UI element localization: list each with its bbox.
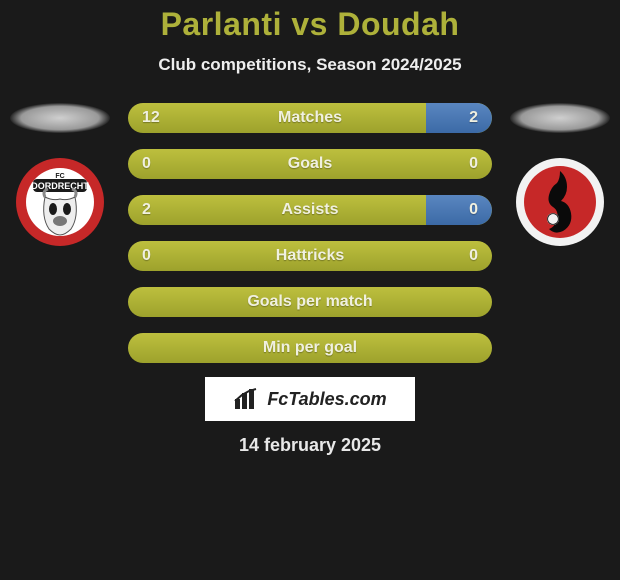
stats-bars-column: 12 Matches 2 0 Goals 0 2 Assists 0 0 Hat… xyxy=(120,103,500,363)
dordrecht-logo-icon: DORDRECHT FC xyxy=(15,157,105,247)
stat-value-right: 0 xyxy=(469,247,478,265)
bars-logo-icon xyxy=(233,387,261,411)
stat-bar-goals: 0 Goals 0 xyxy=(128,149,492,179)
stat-value-left: 0 xyxy=(142,247,151,265)
stat-bar-right-fill xyxy=(426,103,492,133)
left-side-column: DORDRECHT FC xyxy=(0,103,120,247)
player-shadow-right xyxy=(510,103,610,133)
main-row: DORDRECHT FC 12 Matches 2 0 xyxy=(0,103,620,363)
stat-label: Goals per match xyxy=(247,293,372,311)
club-logo-right xyxy=(515,157,605,247)
right-side-column xyxy=(500,103,620,247)
stat-bar-min-per-goal: Min per goal xyxy=(128,333,492,363)
stat-label: Goals xyxy=(288,155,332,173)
page-subtitle: Club competitions, Season 2024/2025 xyxy=(158,55,461,75)
stat-value-left: 0 xyxy=(142,155,151,173)
stat-bar-goals-per-match: Goals per match xyxy=(128,287,492,317)
svg-text:DORDRECHT: DORDRECHT xyxy=(31,181,89,191)
stat-value-right: 2 xyxy=(469,109,478,127)
root-container: Parlanti vs Doudah Club competitions, Se… xyxy=(0,0,620,580)
stat-value-left: 2 xyxy=(142,201,151,219)
fctables-badge[interactable]: FcTables.com xyxy=(205,377,415,421)
stat-value-right: 0 xyxy=(469,155,478,173)
stat-label: Min per goal xyxy=(263,339,357,357)
svg-text:FC: FC xyxy=(55,173,64,180)
excelsior-logo-icon xyxy=(515,157,605,247)
stat-bar-matches: 12 Matches 2 xyxy=(128,103,492,133)
stat-value-right: 0 xyxy=(469,201,478,219)
stat-label: Assists xyxy=(282,201,339,219)
fctables-label: FcTables.com xyxy=(267,389,386,410)
stat-bar-right-fill xyxy=(426,195,492,225)
stat-bar-hattricks: 0 Hattricks 0 xyxy=(128,241,492,271)
page-title: Parlanti vs Doudah xyxy=(161,6,460,43)
date-label: 14 february 2025 xyxy=(239,435,381,456)
player-shadow-left xyxy=(10,103,110,133)
club-logo-left: DORDRECHT FC xyxy=(15,157,105,247)
stat-label: Hattricks xyxy=(276,247,344,265)
stat-label: Matches xyxy=(278,109,342,127)
stat-bar-assists: 2 Assists 0 xyxy=(128,195,492,225)
stat-value-left: 12 xyxy=(142,109,160,127)
